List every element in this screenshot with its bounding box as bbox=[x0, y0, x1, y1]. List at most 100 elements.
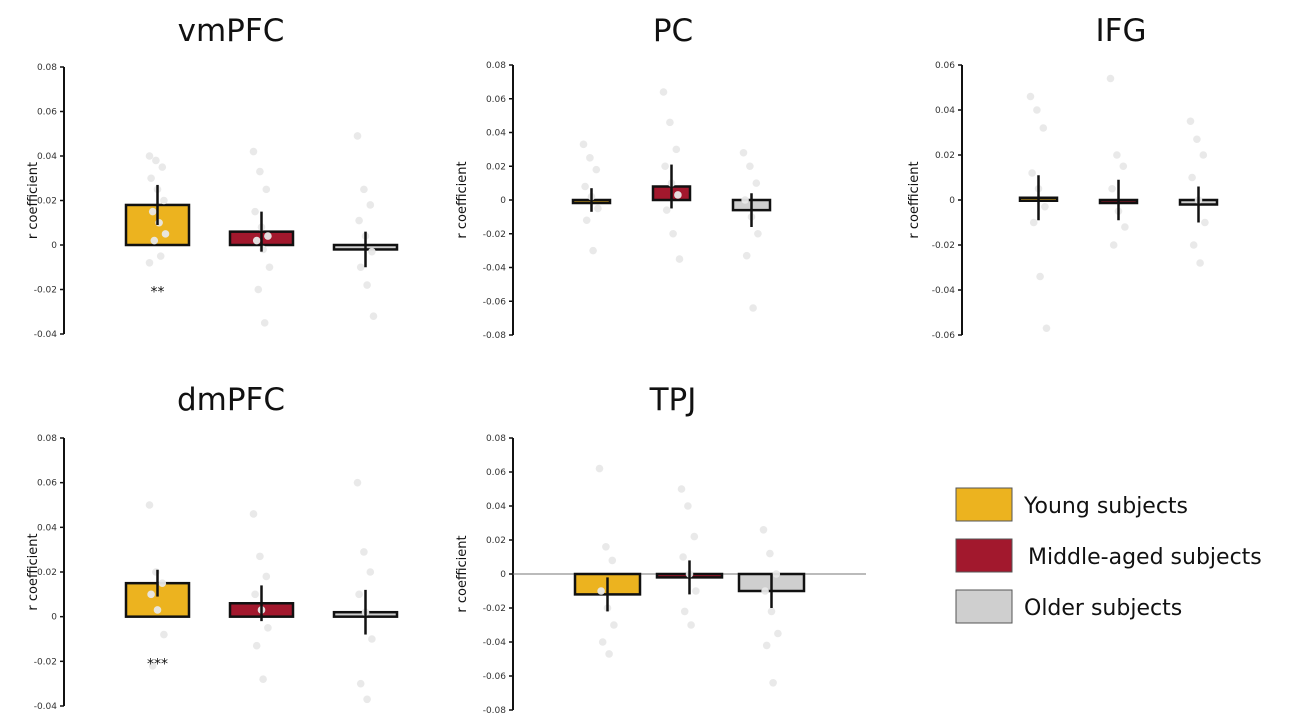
legend-label: Middle-aged subjects bbox=[1028, 545, 1262, 570]
data-point bbox=[1196, 259, 1204, 267]
y-axis-label: r coefficient bbox=[455, 161, 470, 238]
data-point bbox=[608, 556, 617, 565]
data-point bbox=[684, 502, 692, 510]
panel-title: IFG bbox=[1096, 13, 1147, 49]
data-point bbox=[148, 662, 157, 670]
data-point bbox=[368, 247, 376, 256]
data-point bbox=[595, 464, 604, 473]
y-tick-label: -0.06 bbox=[932, 331, 956, 341]
data-point bbox=[1189, 241, 1198, 249]
data-point bbox=[666, 118, 674, 127]
data-point bbox=[1119, 162, 1128, 171]
data-point bbox=[366, 201, 375, 209]
data-point bbox=[594, 204, 602, 213]
data-point bbox=[1113, 151, 1121, 159]
data-point bbox=[1108, 184, 1116, 193]
y-tick-label: 0.04 bbox=[486, 502, 506, 512]
y-tick-label: -0.06 bbox=[483, 297, 507, 307]
y-tick-label: -0.04 bbox=[34, 330, 58, 340]
y-tick-label: 0 bbox=[500, 196, 506, 206]
data-point bbox=[581, 182, 589, 191]
data-point bbox=[742, 251, 751, 260]
y-tick-label: -0.04 bbox=[932, 286, 956, 296]
data-point bbox=[597, 587, 605, 595]
data-point bbox=[589, 246, 597, 255]
data-point bbox=[1106, 74, 1115, 83]
y-tick-label: 0.02 bbox=[37, 197, 57, 207]
panel-pc: PC r coefficient -0.08 -0.06 -0.04 -0.02 0 0.02… bbox=[455, 13, 772, 341]
y-tick-label: 0.04 bbox=[37, 152, 57, 162]
y-tick-label: 0.08 bbox=[486, 434, 506, 444]
y-axis-label: r coefficient bbox=[907, 161, 922, 238]
data-point bbox=[579, 140, 588, 149]
data-point bbox=[692, 587, 700, 595]
data-point bbox=[767, 607, 776, 616]
data-point bbox=[759, 526, 768, 534]
data-point bbox=[662, 206, 671, 214]
y-tick-label: 0.08 bbox=[37, 434, 57, 444]
y-tick-label: 0.04 bbox=[935, 106, 955, 116]
data-point bbox=[766, 549, 774, 558]
data-point bbox=[605, 650, 613, 658]
data-point bbox=[1039, 124, 1048, 132]
y-tick-label: -0.08 bbox=[483, 706, 507, 716]
data-point bbox=[156, 252, 165, 260]
data-point bbox=[262, 572, 271, 581]
data-point bbox=[360, 548, 368, 556]
y-tick-label: 0 bbox=[949, 196, 955, 206]
data-point bbox=[1199, 151, 1208, 159]
data-point bbox=[762, 641, 771, 650]
data-point bbox=[363, 281, 371, 289]
data-point bbox=[661, 162, 669, 171]
legend-label: Older subjects bbox=[1024, 596, 1182, 621]
y-tick-label: -0.04 bbox=[34, 702, 58, 712]
y-tick-label: 0 bbox=[500, 570, 506, 580]
data-point bbox=[360, 185, 368, 194]
data-point bbox=[353, 478, 362, 487]
y-tick-label: 0.08 bbox=[486, 61, 506, 71]
y-tick-label: -0.02 bbox=[34, 657, 57, 667]
data-point bbox=[251, 590, 259, 599]
legend: Young subjects Middle-aged subjects Older … bbox=[955, 487, 1262, 624]
y-tick-label: -0.02 bbox=[483, 230, 506, 240]
y-tick-label: 0.06 bbox=[935, 61, 955, 71]
y-tick-label: 0.06 bbox=[486, 95, 506, 105]
data-point bbox=[679, 553, 687, 561]
y-tick-label: 0 bbox=[51, 241, 57, 251]
data-point bbox=[260, 319, 269, 327]
data-point bbox=[1029, 218, 1038, 227]
data-point bbox=[739, 148, 748, 157]
data-point bbox=[148, 207, 157, 216]
data-point bbox=[353, 132, 362, 140]
data-point bbox=[774, 629, 782, 638]
y-tick-label: -0.02 bbox=[932, 241, 955, 251]
y-tick-label: -0.02 bbox=[34, 286, 57, 296]
data-point bbox=[586, 154, 594, 162]
data-point bbox=[1036, 272, 1044, 281]
panel-dmpfc: dmPFC r coefficient -0.04 -0.02 0 0.02 0.04 0.0… bbox=[26, 382, 399, 712]
data-point bbox=[265, 263, 274, 272]
y-tick-label: 0.02 bbox=[935, 151, 955, 161]
data-point bbox=[145, 501, 154, 509]
y-tick-label: 0.02 bbox=[486, 536, 506, 546]
data-point bbox=[680, 607, 689, 616]
data-point bbox=[1188, 173, 1196, 182]
data-point bbox=[1033, 106, 1041, 114]
data-point bbox=[598, 638, 607, 646]
data-point bbox=[687, 621, 695, 629]
data-point bbox=[602, 543, 610, 551]
y-tick-label: -0.02 bbox=[483, 604, 506, 614]
data-point bbox=[147, 590, 155, 599]
data-point bbox=[161, 230, 170, 238]
y-axis-label: r coefficient bbox=[26, 533, 41, 610]
data-point bbox=[150, 236, 159, 245]
y-tick-label: 0.06 bbox=[37, 108, 57, 118]
data-point bbox=[158, 579, 167, 587]
data-point bbox=[752, 179, 761, 187]
data-point bbox=[160, 196, 168, 205]
data-point bbox=[259, 675, 267, 683]
data-point bbox=[1042, 324, 1051, 333]
data-point bbox=[251, 207, 259, 216]
data-point bbox=[145, 152, 154, 160]
